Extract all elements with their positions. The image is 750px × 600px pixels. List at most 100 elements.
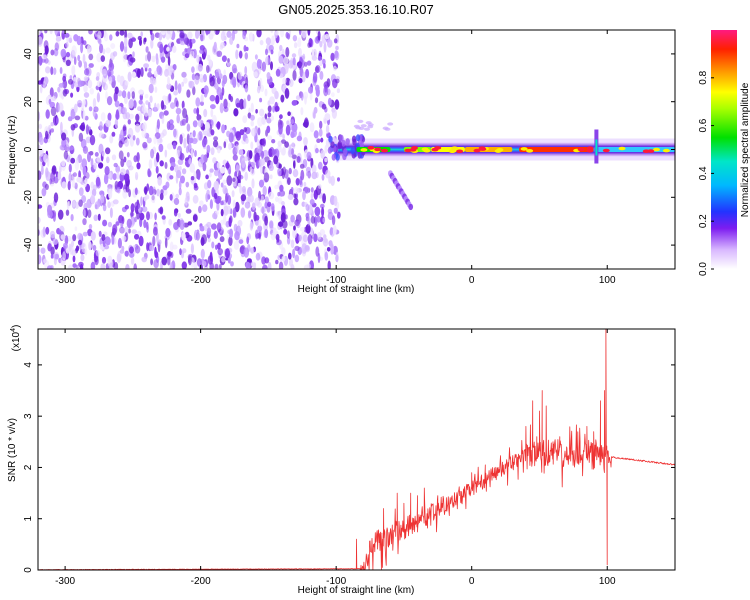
- noise-speckle: [142, 141, 148, 149]
- noise-speckle: [50, 171, 55, 183]
- noise-speckle: [108, 76, 113, 85]
- noise-speckle: [294, 245, 300, 251]
- noise-speckle: [120, 168, 126, 176]
- noise-speckle: [216, 50, 223, 57]
- noise-speckle: [213, 180, 220, 191]
- noise-speckle: [284, 141, 289, 148]
- band-tail-blob: [387, 122, 394, 126]
- noise-speckle: [321, 174, 325, 181]
- noise-speckle: [269, 174, 273, 180]
- noise-speckle: [115, 221, 120, 226]
- noise-speckle: [255, 252, 261, 261]
- noise-speckle: [285, 47, 290, 58]
- noise-speckle: [306, 151, 312, 160]
- noise-speckle: [54, 42, 59, 51]
- noise-speckle: [241, 157, 246, 169]
- noise-speckle: [293, 197, 299, 206]
- noise-speckle: [45, 130, 49, 140]
- noise-speckle: [168, 93, 172, 102]
- x-tick-label: -100: [326, 576, 346, 587]
- noise-speckle: [299, 227, 305, 232]
- noise-speckle: [175, 193, 180, 199]
- noise-speckle: [220, 208, 224, 217]
- band-onset-blob: [350, 147, 355, 155]
- x-tick-label: 100: [599, 576, 616, 587]
- noise-speckle: [166, 46, 170, 52]
- noise-speckle: [127, 91, 131, 100]
- noise-speckle: [109, 207, 113, 219]
- noise-speckle: [150, 38, 154, 49]
- noise-speckle: [160, 100, 165, 110]
- noise-speckle: [292, 248, 296, 259]
- noise-speckle: [107, 201, 111, 209]
- noise-speckle: [216, 86, 222, 96]
- noise-speckle: [261, 206, 265, 215]
- noise-speckle: [121, 235, 127, 242]
- noise-speckle: [107, 221, 112, 228]
- band-tail-blob: [353, 124, 360, 128]
- noise-speckle: [202, 162, 207, 172]
- band-hot-spot: [423, 148, 431, 153]
- noise-speckle: [230, 78, 235, 85]
- noise-speckle: [83, 209, 87, 217]
- x-tick-label: 0: [469, 275, 475, 286]
- noise-speckle: [68, 163, 72, 173]
- noise-speckle: [67, 200, 71, 208]
- noise-speckle: [115, 109, 120, 120]
- noise-speckle: [191, 73, 196, 81]
- noise-speckle: [293, 160, 296, 169]
- noise-speckle: [220, 166, 226, 174]
- noise-speckle: [129, 137, 134, 147]
- noise-speckle: [239, 185, 243, 195]
- y-tick-label: 2: [23, 464, 34, 470]
- noise-speckle: [72, 172, 77, 177]
- noise-speckle: [232, 154, 238, 161]
- noise-speckle: [87, 151, 91, 163]
- noise-speckle: [299, 163, 305, 169]
- noise-speckle: [309, 122, 315, 133]
- spectrogram-y-label: Frequency (Hz): [7, 116, 18, 185]
- band-onset-blob: [330, 141, 335, 149]
- noise-speckle: [94, 30, 98, 38]
- noise-speckle: [78, 170, 81, 180]
- noise-speckle: [267, 201, 272, 207]
- noise-speckle: [192, 120, 198, 128]
- noise-speckle: [147, 108, 152, 118]
- noise-speckle: [265, 37, 272, 45]
- noise-speckle: [54, 253, 59, 260]
- noise-speckle: [281, 247, 286, 256]
- noise-speckle: [236, 43, 240, 49]
- noise-speckle: [98, 143, 104, 155]
- noise-speckle: [149, 30, 153, 36]
- noise-speckle: [55, 116, 59, 125]
- noise-speckle: [134, 216, 137, 223]
- noise-speckle: [255, 109, 258, 114]
- noise-speckle: [55, 35, 62, 42]
- noise-speckle: [269, 96, 275, 105]
- noise-speckle: [270, 49, 274, 55]
- noise-speckle: [104, 83, 109, 91]
- noise-speckle: [134, 123, 141, 133]
- noise-speckle: [259, 97, 263, 103]
- noise-speckle: [52, 212, 56, 222]
- colorbar-tick-label: 0.8: [698, 70, 709, 84]
- noise-speckle: [334, 50, 339, 59]
- noise-speckle: [188, 158, 192, 165]
- noise-speckle: [293, 187, 300, 195]
- noise-speckle: [158, 32, 163, 41]
- noise-speckle: [72, 234, 77, 242]
- noise-speckle: [60, 48, 67, 58]
- noise-speckle: [74, 82, 78, 88]
- noise-speckle: [161, 215, 166, 220]
- noise-speckle: [292, 228, 298, 239]
- noise-speckle: [181, 232, 186, 241]
- noise-speckle: [220, 182, 224, 188]
- band-hot-spot: [618, 146, 626, 151]
- noise-speckle: [97, 30, 102, 39]
- noise-speckle: [271, 139, 276, 144]
- noise-speckle: [183, 137, 187, 149]
- noise-speckle: [307, 30, 311, 36]
- noise-speckle: [244, 84, 249, 93]
- noise-speckle: [268, 191, 275, 200]
- chart-title: GN05.2025.353.16.10.R07: [278, 2, 433, 17]
